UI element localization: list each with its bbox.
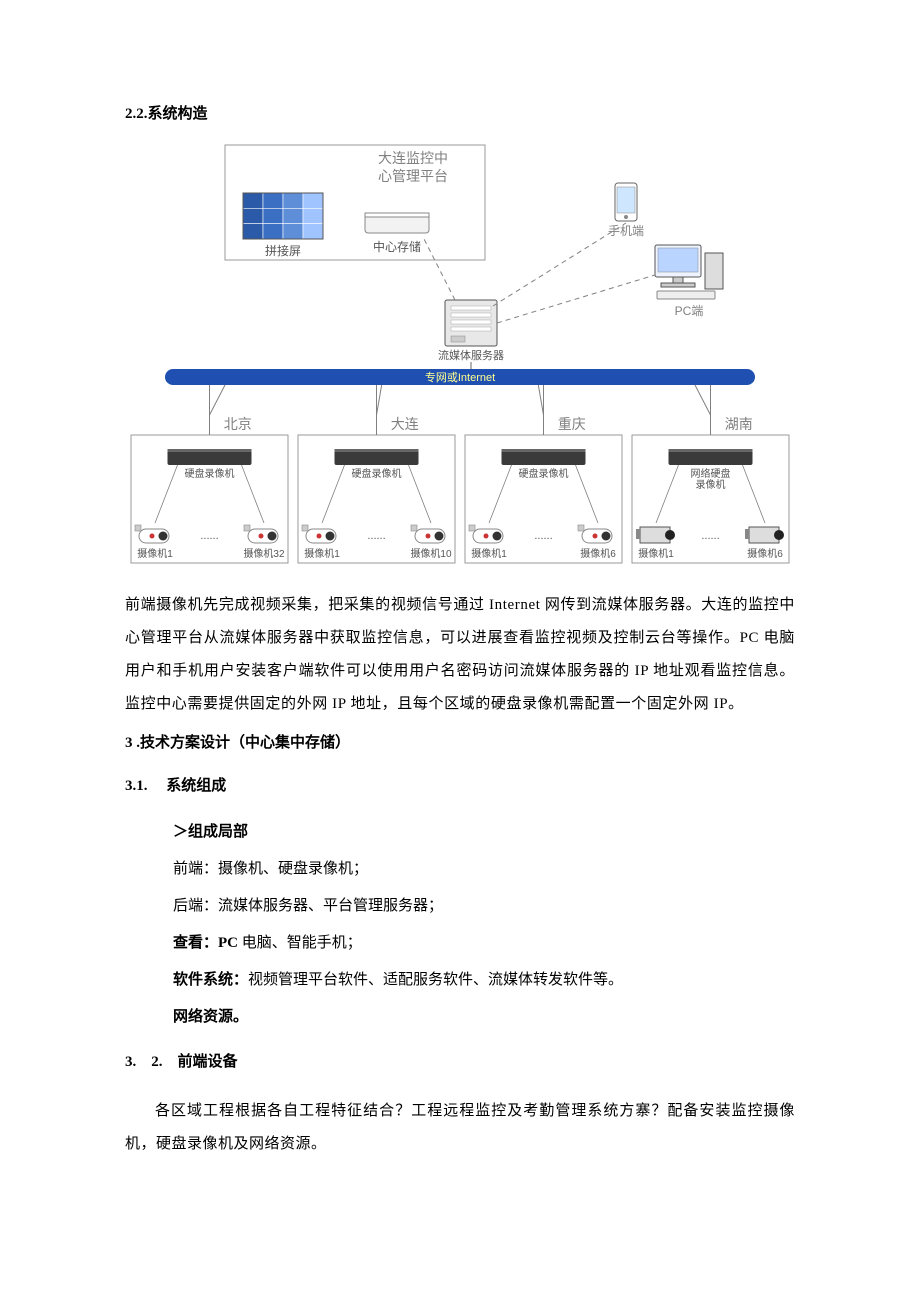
svg-text:......: ...... [701, 530, 719, 542]
section-3-heading: 3 .技术方案设计（中心集中存储） [125, 729, 795, 758]
svg-text:流媒体服务器: 流媒体服务器 [438, 348, 504, 362]
section-3-2-heading: 3. 2. 前端设备 [125, 1048, 795, 1077]
composition-line: 查看：PC 电脑、智能手机； [173, 927, 795, 960]
svg-text:摄像机1: 摄像机1 [638, 547, 674, 560]
composition-marker: ＞组成局部 [173, 816, 795, 849]
svg-text:拼接屏: 拼接屏 [265, 243, 301, 258]
svg-text:湖南: 湖南 [725, 416, 753, 432]
svg-text:北京: 北京 [224, 416, 252, 432]
composition-text: 电脑、智能手机； [242, 935, 362, 951]
system-structure-diagram: 大连监控中心管理平台拼接屏 中心存储 手机端 PC端流媒体服务器专网或Internet… [125, 135, 795, 576]
svg-text:专网或Internet: 专网或Internet [425, 370, 495, 384]
composition-line: 网络资源。 [173, 1001, 795, 1034]
svg-text:摄像机32: 摄像机32 [243, 547, 285, 560]
composition-line: 前端：摄像机、硬盘录像机； [173, 853, 795, 886]
svg-text:摄像机1: 摄像机1 [304, 547, 340, 560]
svg-text:摄像机1: 摄像机1 [137, 547, 173, 560]
svg-text:大连: 大连 [391, 416, 419, 432]
front-end-paragraph: 各区域工程根据各自工程特征结合？工程远程监控及考勤管理系统方寨？配备安装监控摄像… [125, 1095, 795, 1161]
composition-block: ＞组成局部 前端：摄像机、硬盘录像机； 后端：流媒体服务器、平台管理服务器； 查看：… [173, 816, 795, 1034]
svg-text:大连监控中: 大连监控中 [378, 150, 448, 166]
svg-text:......: ...... [367, 530, 385, 542]
svg-text:......: ...... [200, 530, 218, 542]
svg-text:PC端: PC端 [675, 304, 704, 318]
composition-bold: 查看：PC [173, 935, 242, 951]
svg-text:手机端: 手机端 [608, 224, 644, 238]
composition-line: 软件系统：视频管理平台软件、适配服务软件、流媒体转发软件等。 [173, 964, 795, 997]
svg-text:摄像机6: 摄像机6 [580, 547, 616, 560]
svg-text:......: ...... [534, 530, 552, 542]
composition-bold: 网络资源。 [173, 1009, 248, 1025]
svg-text:网络硬盘: 网络硬盘 [691, 467, 731, 480]
section-2-2-heading: 2.2.系统构造 [125, 100, 795, 129]
composition-bold: 软件系统： [173, 972, 248, 988]
svg-text:摄像机6: 摄像机6 [747, 547, 783, 560]
svg-text:硬盘录像机: 硬盘录像机 [519, 467, 569, 480]
svg-text:重庆: 重庆 [558, 416, 586, 432]
section-3-1-heading: 3.1. 系统组成 [125, 772, 795, 801]
composition-text: 后端：流媒体服务器、平台管理服务器； [173, 898, 443, 914]
svg-text:摄像机10: 摄像机10 [410, 547, 452, 560]
diagram-description-paragraph: 前端摄像机先完成视频采集，把采集的视频信号通过 Internet 网传到流媒体服… [125, 589, 795, 721]
svg-text:心管理平台: 心管理平台 [378, 168, 448, 184]
composition-line: 后端：流媒体服务器、平台管理服务器； [173, 890, 795, 923]
svg-text:录像机: 录像机 [696, 478, 726, 491]
svg-text:硬盘录像机: 硬盘录像机 [352, 467, 402, 480]
svg-text:中心存储: 中心存储 [373, 239, 421, 254]
composition-text: 视频管理平台软件、适配服务软件、流媒体转发软件等。 [248, 972, 623, 988]
diagram-svg: 大连监控中心管理平台拼接屏 中心存储 手机端 PC端流媒体服务器专网或Internet… [125, 135, 795, 565]
composition-text: 前端：摄像机、硬盘录像机； [173, 861, 368, 877]
svg-text:硬盘录像机: 硬盘录像机 [185, 467, 235, 480]
svg-text:摄像机1: 摄像机1 [471, 547, 507, 560]
